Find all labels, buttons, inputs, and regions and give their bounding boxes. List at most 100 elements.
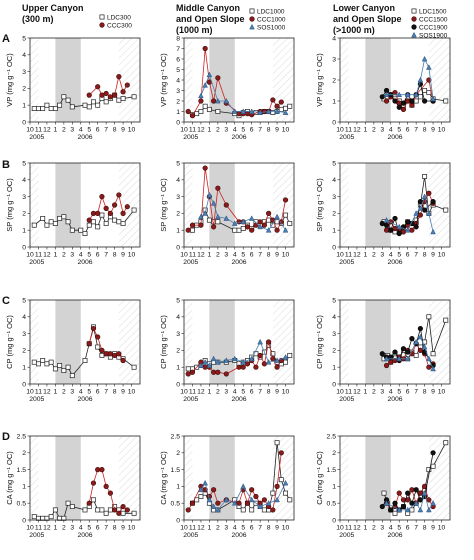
data-point <box>236 364 242 370</box>
data-point <box>82 507 88 513</box>
y-tick-label: 2 <box>22 348 26 355</box>
series-sos1900 <box>383 333 436 372</box>
data-point <box>283 212 288 218</box>
data-point <box>52 221 58 226</box>
data-point <box>240 108 247 114</box>
y-tick-label: 0 <box>332 119 336 126</box>
data-point <box>69 504 75 510</box>
y-tick-label: 2 <box>176 211 180 218</box>
x-tick-label: 11 <box>189 252 196 259</box>
legend-marker <box>411 16 417 22</box>
data-point <box>69 104 75 110</box>
series-sos1000 <box>198 479 289 513</box>
data-point <box>95 507 101 513</box>
hatched-region-right <box>428 38 450 122</box>
year-label-2005: 2005 <box>29 396 44 403</box>
data-point <box>124 204 130 210</box>
year-label-2005: 2005 <box>29 259 44 266</box>
data-point <box>422 207 428 213</box>
x-tick-label: 4 <box>79 252 83 259</box>
y-axis-label: CA (mg g⁻¹ OC) <box>5 451 14 505</box>
data-point <box>282 109 289 115</box>
data-point <box>91 99 96 105</box>
hatched-region-right <box>118 436 140 520</box>
data-point <box>103 483 109 490</box>
legend-marker <box>411 31 417 38</box>
data-point <box>99 352 105 358</box>
data-point <box>103 90 109 97</box>
x-tick-label: 3 <box>70 389 74 396</box>
data-point <box>413 487 419 493</box>
legend-marker <box>411 24 417 30</box>
data-point <box>190 227 195 233</box>
data-point <box>103 99 109 105</box>
x-tick-label: 4 <box>233 127 237 134</box>
data-point <box>31 514 37 520</box>
data-point <box>52 507 58 513</box>
data-point <box>48 106 54 112</box>
data-point <box>116 74 122 80</box>
data-point <box>257 352 263 359</box>
data-point <box>413 338 419 345</box>
x-tick-label: 10 <box>26 252 34 259</box>
data-point <box>283 490 288 496</box>
data-point <box>211 487 217 493</box>
data-point <box>231 355 238 362</box>
data-point <box>274 440 280 446</box>
x-tick-label: 11 <box>35 525 42 532</box>
y-tick-label: 3 <box>176 88 180 95</box>
hatched-region-left <box>340 300 349 384</box>
x-tick-label: 5 <box>87 389 91 396</box>
data-point <box>78 227 84 233</box>
x-tick-label: 7 <box>258 127 262 134</box>
data-point <box>240 364 246 370</box>
data-point <box>211 224 217 230</box>
data-point <box>283 359 288 365</box>
data-point <box>103 205 109 211</box>
col2-header-line3: (1000 m) <box>176 25 213 35</box>
col3-header-line3: (>1000 m) <box>333 25 375 35</box>
series-ccc1900 <box>379 199 436 237</box>
legend-marker <box>99 14 105 20</box>
data-point <box>261 497 267 503</box>
y-axis-label: CA (mg g⁻¹ OC) <box>159 451 168 505</box>
data-point <box>282 197 289 203</box>
plot-frame <box>183 435 295 521</box>
data-point <box>189 113 196 119</box>
x-tick-label: 5 <box>397 525 401 532</box>
x-tick-label: 7 <box>414 389 418 396</box>
data-point <box>417 76 424 83</box>
legend-marker <box>249 16 255 22</box>
y-tick-label: 1 <box>22 103 26 110</box>
data-point <box>417 497 423 503</box>
year-label-2005: 2005 <box>29 134 44 141</box>
data-point <box>82 358 88 363</box>
data-point <box>198 494 204 499</box>
x-tick-label: 5 <box>87 127 91 134</box>
y-axis-label: SP (mg g⁻¹ OC) <box>5 178 14 232</box>
data-point <box>430 199 436 205</box>
x-tick-label: 7 <box>414 252 418 259</box>
data-point <box>417 325 423 332</box>
data-point <box>131 207 137 213</box>
y-tick-label: 1 <box>22 365 26 372</box>
x-tick-label: 4 <box>79 127 83 134</box>
data-point <box>40 358 46 363</box>
data-point <box>223 215 230 221</box>
series-ccc300 <box>86 74 130 100</box>
x-tick-label: 12 <box>43 127 51 134</box>
year-label-2005: 2005 <box>339 396 354 403</box>
x-tick-label: 6 <box>250 525 254 532</box>
data-point <box>65 97 71 103</box>
data-point <box>396 230 402 237</box>
y-axis-label: CP (mg g⁻¹ OC) <box>159 315 168 369</box>
data-point <box>240 483 247 489</box>
data-point <box>57 215 63 221</box>
data-point <box>430 463 436 469</box>
data-point <box>112 202 118 208</box>
data-point <box>413 352 419 358</box>
y-tick-label: 4 <box>332 35 336 42</box>
year-label-2005: 2005 <box>29 532 44 539</box>
data-point <box>282 353 289 360</box>
